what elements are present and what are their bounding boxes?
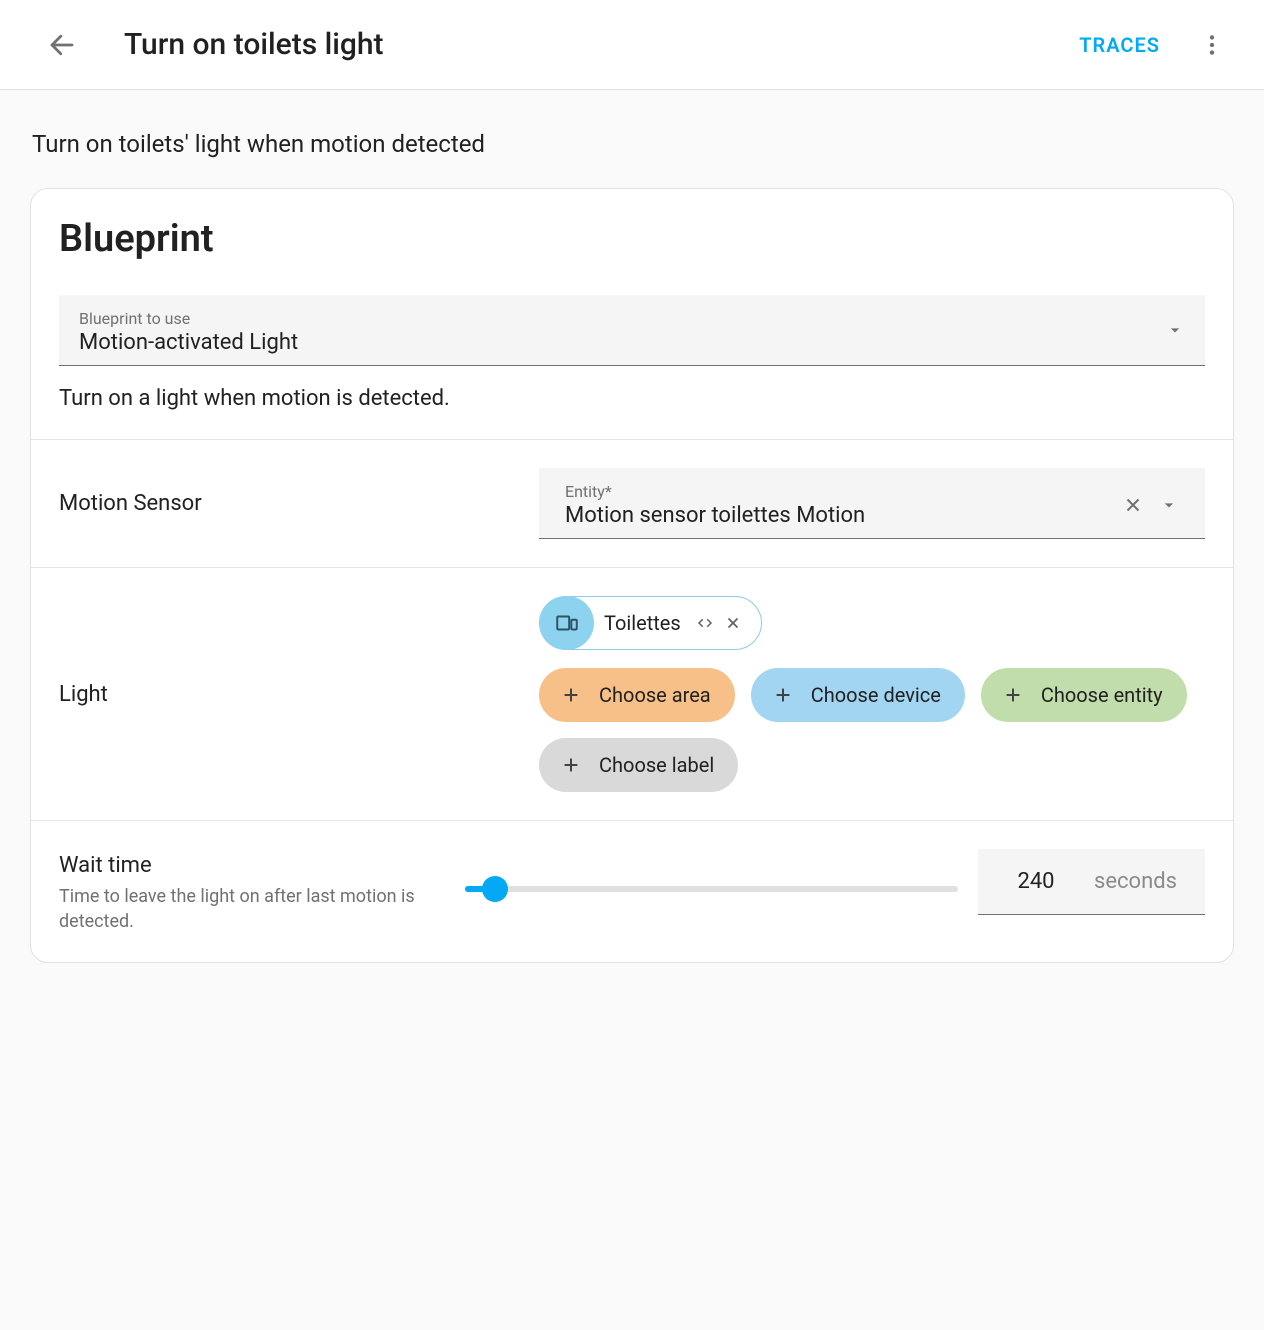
wait-time-input[interactable]: 240 seconds xyxy=(978,849,1205,915)
content-area: Turn on toilets' light when motion detec… xyxy=(0,90,1264,993)
light-label: Light xyxy=(59,682,539,707)
blueprint-selector-value: Motion-activated Light xyxy=(79,330,1165,355)
choose-area-button[interactable]: Choose area xyxy=(539,668,735,722)
entity-dropdown-button[interactable] xyxy=(1151,487,1187,523)
close-icon xyxy=(1122,494,1144,516)
motion-entity-selector[interactable]: Entity* Motion sensor toilettes Motion xyxy=(539,468,1205,539)
selected-area-chip[interactable]: Toilettes xyxy=(539,596,762,650)
blueprint-section: Blueprint Blueprint to use Motion-activa… xyxy=(31,189,1233,439)
plus-icon xyxy=(995,677,1031,713)
automation-description: Turn on toilets' light when motion detec… xyxy=(32,130,1234,158)
motion-entity-label: Entity* xyxy=(565,482,1115,501)
code-icon xyxy=(696,614,714,632)
choose-label-button[interactable]: Choose label xyxy=(539,738,738,792)
overflow-menu-button[interactable] xyxy=(1190,23,1234,67)
blueprint-selector[interactable]: Blueprint to use Motion-activated Light xyxy=(59,295,1205,366)
app-header: Turn on toilets light TRACES xyxy=(0,0,1264,90)
blueprint-selector-label: Blueprint to use xyxy=(79,309,1165,328)
devices-icon xyxy=(540,596,594,650)
motion-entity-value: Motion sensor toilettes Motion xyxy=(565,503,1115,528)
plus-icon xyxy=(553,747,589,783)
wait-time-value: 240 xyxy=(1006,869,1066,894)
arrow-left-icon xyxy=(47,30,77,60)
clear-entity-button[interactable] xyxy=(1115,487,1151,523)
expand-chip-button[interactable] xyxy=(691,609,719,637)
wait-time-label: Wait time xyxy=(59,853,459,878)
choose-device-label: Choose device xyxy=(811,683,941,707)
slider-thumb[interactable] xyxy=(482,876,508,902)
light-section: Light Toilettes xyxy=(31,567,1233,820)
choose-device-button[interactable]: Choose device xyxy=(751,668,965,722)
selected-area-label: Toilettes xyxy=(604,611,681,635)
page-title: Turn on toilets light xyxy=(124,27,1079,62)
choose-label-label: Choose label xyxy=(599,753,714,777)
wait-time-helper: Time to leave the light on after last mo… xyxy=(59,884,459,934)
choose-entity-button[interactable]: Choose entity xyxy=(981,668,1187,722)
motion-sensor-label: Motion Sensor xyxy=(59,491,539,516)
blueprint-heading: Blueprint xyxy=(59,217,1205,261)
chevron-down-icon xyxy=(1159,495,1179,515)
motion-sensor-section: Motion Sensor Entity* Motion sensor toil… xyxy=(31,439,1233,567)
remove-chip-button[interactable] xyxy=(719,609,747,637)
wait-time-unit: seconds xyxy=(1094,869,1177,894)
back-button[interactable] xyxy=(40,23,84,67)
wait-time-slider[interactable] xyxy=(465,869,978,909)
plus-icon xyxy=(553,677,589,713)
wait-time-section: Wait time Time to leave the light on aft… xyxy=(31,820,1233,962)
choose-entity-label: Choose entity xyxy=(1041,683,1163,707)
chevron-down-icon xyxy=(1165,320,1185,344)
blueprint-description: Turn on a light when motion is detected. xyxy=(59,386,1205,411)
traces-link[interactable]: TRACES xyxy=(1079,33,1160,57)
choose-area-label: Choose area xyxy=(599,683,711,707)
plus-icon xyxy=(765,677,801,713)
close-icon xyxy=(724,614,742,632)
blueprint-card: Blueprint Blueprint to use Motion-activa… xyxy=(30,188,1234,963)
dots-vertical-icon xyxy=(1199,32,1225,58)
